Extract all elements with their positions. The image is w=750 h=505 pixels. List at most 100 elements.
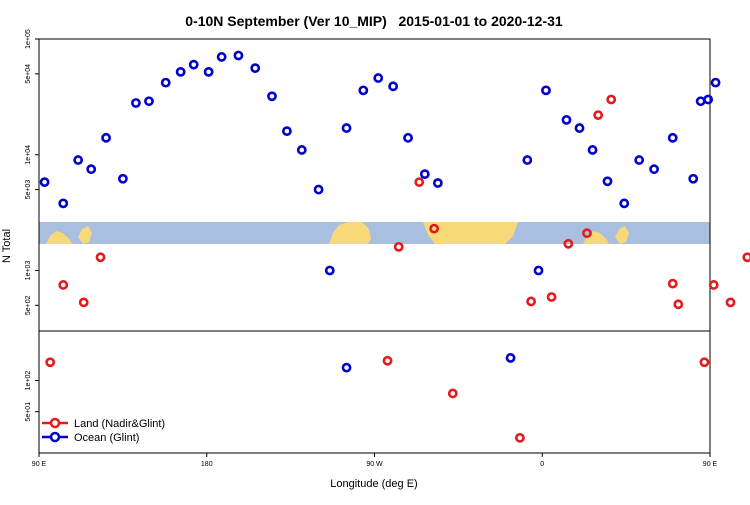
legend-label-land: Land (Nadir&Glint) bbox=[74, 418, 165, 430]
data-point bbox=[505, 353, 516, 363]
data-point bbox=[233, 50, 244, 61]
data-point bbox=[606, 94, 617, 105]
map-land-africa bbox=[423, 222, 518, 244]
data-point bbox=[574, 123, 585, 133]
data-point bbox=[39, 177, 50, 188]
map-land-maritime-continent-repeat bbox=[583, 226, 629, 244]
data-point bbox=[619, 198, 630, 209]
data-point bbox=[373, 73, 384, 83]
y-tick-label: 1e+03 bbox=[25, 261, 32, 281]
data-point bbox=[602, 176, 613, 187]
data-point bbox=[131, 98, 141, 108]
data-point bbox=[78, 297, 89, 308]
data-point bbox=[533, 265, 544, 276]
data-point bbox=[382, 355, 393, 366]
legend-marker-ocean bbox=[49, 431, 61, 443]
data-point bbox=[117, 173, 128, 184]
data-point bbox=[160, 77, 171, 88]
data-point bbox=[144, 96, 154, 107]
x-tick-label: 90 E bbox=[703, 461, 718, 468]
data-point bbox=[73, 155, 84, 165]
legend-item-ocean: Ocean (Glint) bbox=[42, 431, 139, 444]
data-point bbox=[267, 91, 277, 102]
data-point bbox=[45, 357, 56, 368]
y-tick-label: 5e+04 bbox=[25, 64, 32, 84]
y-axis-label: N Total bbox=[1, 229, 13, 263]
series-land bbox=[45, 94, 750, 443]
data-point bbox=[582, 228, 592, 239]
data-point bbox=[522, 155, 533, 165]
x-tick-label: 180 bbox=[201, 461, 213, 468]
map-ocean bbox=[39, 222, 710, 244]
world-map-band bbox=[39, 222, 710, 244]
x-tick-label: 90 W bbox=[366, 461, 383, 468]
series-ocean bbox=[39, 50, 721, 373]
x-axis-label: Longitude (deg E) bbox=[330, 478, 417, 490]
legend-label-ocean: Ocean (Glint) bbox=[74, 432, 139, 444]
data-point bbox=[393, 241, 404, 252]
data-point bbox=[250, 63, 261, 74]
data-point bbox=[419, 169, 430, 180]
data-point bbox=[324, 265, 335, 276]
y-tick-label: 5e+03 bbox=[25, 180, 32, 200]
data-point bbox=[526, 296, 536, 307]
data-point bbox=[688, 173, 699, 184]
data-point bbox=[541, 85, 551, 96]
data-point bbox=[708, 280, 719, 290]
y-axis: 5e+02 1e+03 5e+03 1e+04 5e+04 1e+05 5e+01 1e+02 bbox=[25, 29, 39, 422]
data-point bbox=[695, 96, 706, 107]
legend-item-land: Land (Nadir&Glint) bbox=[42, 417, 165, 430]
data-point bbox=[86, 164, 97, 175]
data-point bbox=[563, 238, 574, 249]
data-point bbox=[58, 198, 69, 209]
data-point bbox=[281, 126, 292, 137]
data-point bbox=[341, 123, 352, 133]
x-axis: 90 E 180 90 W 0 90 E bbox=[32, 453, 718, 468]
data-point bbox=[175, 66, 186, 77]
legend: Land (Nadir&Glint) Ocean (Glint) bbox=[42, 417, 165, 444]
data-point bbox=[296, 145, 307, 155]
data-point bbox=[216, 52, 227, 62]
data-point bbox=[514, 432, 525, 443]
data-point bbox=[587, 145, 598, 155]
y-tick-label: 1e+02 bbox=[25, 371, 32, 391]
data-point bbox=[561, 114, 572, 125]
data-point bbox=[203, 66, 214, 77]
data-point bbox=[667, 278, 678, 289]
data-point bbox=[101, 132, 111, 143]
data-point bbox=[358, 85, 369, 96]
data-point bbox=[699, 357, 710, 368]
map-land-maritime-continent bbox=[46, 226, 92, 244]
data-point bbox=[703, 94, 714, 105]
data-point bbox=[429, 223, 440, 234]
data-point bbox=[447, 388, 458, 399]
x-tick-label: 90 E bbox=[32, 461, 47, 468]
data-point bbox=[388, 81, 399, 92]
data-point bbox=[649, 164, 659, 175]
data-point bbox=[710, 77, 721, 88]
chart-title: 0-10N September (Ver 10_MIP) 2015-01-01 … bbox=[185, 13, 563, 29]
y-tick-label: 5e+01 bbox=[25, 402, 32, 422]
data-point bbox=[403, 132, 413, 143]
data-point bbox=[341, 362, 352, 373]
data-points bbox=[39, 50, 750, 443]
data-point bbox=[634, 155, 645, 165]
data-point bbox=[432, 178, 443, 188]
data-point bbox=[313, 184, 324, 195]
data-point bbox=[58, 280, 69, 290]
data-point bbox=[673, 299, 684, 310]
y-tick-label: 5e+02 bbox=[25, 295, 32, 315]
y-tick-label: 1e+04 bbox=[25, 145, 32, 165]
data-point bbox=[188, 59, 199, 70]
data-point bbox=[725, 297, 736, 308]
legend-marker-land bbox=[49, 417, 61, 429]
map-land-south-america bbox=[329, 222, 371, 244]
data-point bbox=[667, 132, 678, 143]
data-point bbox=[414, 177, 425, 188]
data-point bbox=[95, 252, 106, 263]
data-point bbox=[546, 292, 557, 302]
x-tick-label: 0 bbox=[540, 461, 544, 468]
data-point bbox=[742, 252, 750, 263]
data-point bbox=[593, 110, 604, 121]
